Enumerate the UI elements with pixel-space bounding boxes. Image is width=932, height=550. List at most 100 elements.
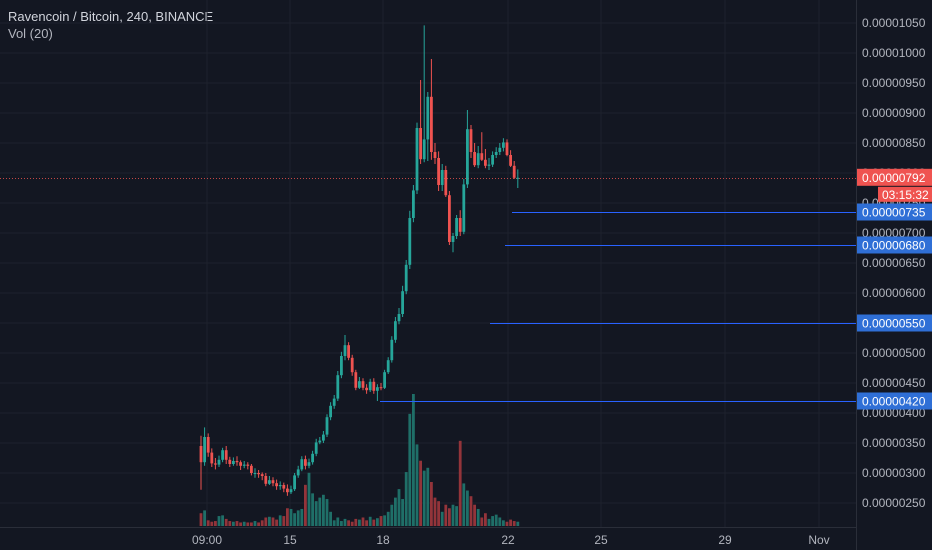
volume-bar [408, 413, 412, 526]
time-axis[interactable]: 09:00 15 18 22 25 29 Nov [192, 533, 830, 547]
volume-bar [217, 516, 221, 526]
volume-bar [394, 497, 397, 526]
candle-body [451, 236, 455, 242]
volume-bar [242, 521, 246, 526]
volume-bar [278, 515, 282, 526]
candle-body [343, 345, 347, 356]
volume-bar [491, 516, 494, 526]
volume-bar [458, 440, 462, 526]
candle-body [386, 360, 390, 373]
volume-bar [412, 394, 415, 526]
level-price-badge [857, 392, 932, 410]
candle-body [440, 170, 444, 185]
price-tick-label: 0.00000900 [862, 106, 926, 120]
candle-body [282, 485, 286, 489]
candle-body [372, 381, 376, 391]
volume-bar [307, 472, 311, 526]
volume-bar [361, 517, 365, 526]
price-tick-label: 0.00000350 [862, 436, 926, 450]
candle-body [419, 128, 422, 160]
volume-bar [350, 521, 354, 526]
volume-bar [257, 522, 260, 526]
candle-body [458, 218, 462, 232]
candle-body [390, 339, 394, 361]
candle-body [480, 153, 484, 160]
candle-body [408, 218, 412, 265]
candle-body [199, 446, 203, 463]
volume-bar [516, 521, 520, 526]
volume-bar [379, 516, 383, 526]
candle-body [397, 314, 401, 322]
candle-body [329, 405, 332, 418]
candle-body [455, 218, 458, 236]
volume-bar [473, 504, 476, 526]
volume-bar [296, 510, 300, 526]
candle-body [347, 345, 350, 358]
volume-bar [372, 519, 376, 526]
volume-bar [462, 483, 466, 526]
volume-bar [484, 513, 487, 526]
volume-bar [293, 513, 296, 526]
level-price-badge [857, 203, 932, 221]
candle-body [487, 164, 491, 166]
level-lines-layer[interactable] [0, 178, 856, 402]
candle-body [473, 152, 476, 166]
candle-body [415, 128, 419, 191]
volume-bar [509, 519, 512, 526]
candle-body [383, 372, 386, 388]
volume-bar [235, 521, 239, 526]
volume-bar [415, 444, 419, 526]
volume-bar [448, 508, 451, 526]
price-tick-label: 0.00000500 [862, 346, 926, 360]
volume-bar [368, 516, 372, 526]
price-axis[interactable]: 0.000002500.000003000.000003500.00000400… [862, 16, 926, 510]
candle-body [401, 291, 404, 314]
volume-bar [386, 511, 390, 526]
time-tick-label: 22 [501, 533, 515, 547]
volume-bar [498, 517, 502, 526]
volume-indicator-label: Vol (20) [8, 26, 53, 41]
candle-body [365, 387, 368, 391]
volume-bar [289, 508, 293, 526]
candle-body [239, 462, 242, 466]
candle-body [437, 158, 440, 185]
level-price-label: 0.00000550 [862, 317, 926, 331]
candle-body [257, 473, 260, 475]
candle-body [433, 152, 437, 158]
candle-body [214, 463, 217, 465]
symbol-title: Ravencoin / Bitcoin, 240, BINANCE [8, 9, 214, 24]
level-price-label: 0.00000680 [862, 239, 926, 253]
candle-body [426, 96, 430, 140]
volume-bar [419, 460, 422, 526]
time-tick-label: 25 [594, 533, 608, 547]
candle-body [217, 459, 221, 465]
candle-body [206, 437, 210, 453]
candle-body [379, 387, 383, 389]
time-tick-label: 18 [376, 533, 390, 547]
candle-body [516, 177, 520, 179]
candle-body [304, 459, 307, 466]
volume-bar [343, 518, 347, 526]
volume-bar [336, 517, 340, 526]
candle-body [376, 387, 379, 391]
volume-bar [433, 497, 437, 526]
candles-layer [199, 25, 520, 496]
volume-bar [494, 514, 498, 526]
candle-body [336, 375, 340, 399]
volume-bar [347, 520, 350, 526]
volume-bar [206, 520, 210, 526]
candle-body [476, 153, 480, 166]
volume-bar [282, 516, 286, 526]
volume-bar [476, 508, 480, 526]
volume-bar [332, 520, 336, 526]
candle-body [494, 152, 498, 155]
volume-bar [512, 521, 516, 526]
candle-body [300, 459, 304, 470]
volume-bar [210, 521, 214, 526]
price-tick-label: 0.00000850 [862, 136, 926, 150]
candle-body [368, 381, 372, 391]
volume-bar [250, 522, 253, 526]
volume-bar [253, 521, 257, 526]
candle-body [350, 357, 354, 373]
